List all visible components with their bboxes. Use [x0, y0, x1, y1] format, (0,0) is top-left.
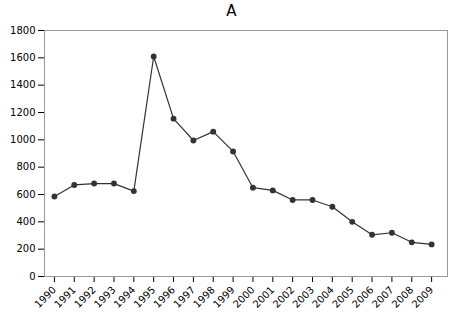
svg-text:1992: 1992	[72, 284, 98, 310]
svg-text:2008: 2008	[390, 284, 416, 310]
svg-text:1000: 1000	[10, 134, 35, 145]
svg-text:1998: 1998	[191, 284, 217, 310]
svg-text:1994: 1994	[112, 284, 138, 310]
svg-text:0: 0	[29, 271, 35, 282]
svg-text:1996: 1996	[151, 284, 177, 310]
svg-text:2007: 2007	[370, 284, 396, 310]
svg-text:2001: 2001	[251, 284, 277, 310]
svg-text:1400: 1400	[10, 79, 35, 90]
svg-text:1995: 1995	[132, 284, 158, 310]
svg-text:1200: 1200	[10, 107, 35, 118]
svg-text:400: 400	[16, 216, 35, 227]
svg-text:1999: 1999	[211, 284, 237, 310]
svg-text:1991: 1991	[52, 284, 78, 310]
svg-text:2005: 2005	[330, 284, 356, 310]
svg-text:2004: 2004	[310, 284, 336, 310]
svg-text:2002: 2002	[271, 284, 297, 310]
svg-text:1800: 1800	[10, 25, 35, 36]
svg-text:1990: 1990	[32, 284, 58, 310]
svg-text:1600: 1600	[10, 52, 35, 63]
svg-text:2009: 2009	[410, 284, 436, 310]
svg-text:1997: 1997	[171, 284, 197, 310]
svg-text:1993: 1993	[92, 284, 118, 310]
svg-text:600: 600	[16, 189, 35, 200]
svg-text:200: 200	[16, 243, 35, 254]
svg-text:800: 800	[16, 161, 35, 172]
svg-text:2006: 2006	[350, 284, 376, 310]
svg-text:2000: 2000	[231, 284, 257, 310]
svg-text:2003: 2003	[290, 284, 316, 310]
html-text:A: A	[226, 2, 237, 20]
